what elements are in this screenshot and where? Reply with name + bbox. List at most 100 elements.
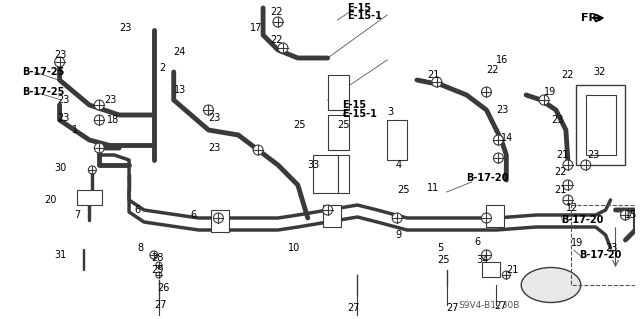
Text: 33: 33 — [308, 160, 320, 170]
Circle shape — [273, 17, 283, 27]
Text: 23: 23 — [54, 50, 67, 60]
Text: 3: 3 — [387, 107, 394, 117]
Text: 31: 31 — [54, 250, 67, 260]
Text: 27: 27 — [348, 303, 360, 313]
Circle shape — [493, 153, 503, 163]
Text: E-15-1: E-15-1 — [348, 11, 382, 21]
Text: 21: 21 — [427, 70, 439, 80]
Text: 4: 4 — [395, 160, 401, 170]
Text: 23: 23 — [551, 115, 563, 125]
Bar — [211, 210, 229, 232]
Text: FR.: FR. — [580, 13, 601, 23]
Text: 17: 17 — [250, 23, 262, 33]
Circle shape — [94, 100, 104, 110]
Text: 23: 23 — [209, 113, 221, 123]
Text: 9: 9 — [395, 230, 401, 240]
Circle shape — [88, 166, 96, 174]
Text: 6: 6 — [191, 210, 196, 220]
Circle shape — [539, 95, 549, 105]
Circle shape — [323, 205, 333, 215]
Text: 14: 14 — [501, 133, 514, 143]
Text: E-15: E-15 — [348, 3, 372, 13]
Text: 11: 11 — [427, 183, 439, 193]
Circle shape — [481, 87, 492, 97]
Text: 20: 20 — [45, 195, 57, 205]
Circle shape — [94, 115, 104, 125]
Bar — [77, 190, 102, 205]
Circle shape — [54, 57, 65, 67]
Text: 30: 30 — [54, 163, 67, 173]
Text: 2: 2 — [159, 63, 165, 73]
Text: B-17-25: B-17-25 — [22, 87, 64, 97]
Text: 25: 25 — [437, 255, 449, 265]
Circle shape — [563, 160, 573, 170]
Circle shape — [156, 262, 162, 268]
Text: 10: 10 — [288, 243, 300, 253]
Circle shape — [432, 77, 442, 87]
Ellipse shape — [521, 268, 580, 302]
Text: 19: 19 — [544, 87, 556, 97]
Circle shape — [278, 43, 288, 53]
Circle shape — [481, 250, 492, 260]
Text: 22: 22 — [554, 167, 566, 177]
Text: 21: 21 — [556, 150, 568, 160]
Circle shape — [94, 143, 104, 153]
Text: 7: 7 — [74, 210, 81, 220]
Text: 23: 23 — [58, 95, 70, 105]
Text: 16: 16 — [497, 55, 509, 65]
Text: 22: 22 — [270, 7, 282, 17]
Circle shape — [481, 213, 492, 223]
Bar — [328, 75, 349, 110]
Circle shape — [563, 180, 573, 190]
Bar — [486, 205, 504, 227]
Text: 6: 6 — [474, 237, 481, 247]
Text: 13: 13 — [173, 85, 186, 95]
Bar — [323, 205, 340, 227]
Circle shape — [392, 213, 402, 223]
Circle shape — [580, 160, 591, 170]
Circle shape — [214, 213, 223, 223]
Circle shape — [204, 105, 214, 115]
Text: B-17-20: B-17-20 — [561, 215, 604, 225]
Text: 27: 27 — [447, 303, 460, 313]
Bar — [576, 85, 625, 165]
Circle shape — [493, 135, 503, 145]
Bar — [313, 155, 337, 193]
Text: 27: 27 — [495, 301, 507, 311]
Bar — [483, 262, 500, 277]
Text: 25: 25 — [293, 120, 305, 130]
Text: 34: 34 — [477, 255, 489, 265]
Circle shape — [563, 195, 573, 205]
Text: 29: 29 — [151, 265, 163, 275]
Circle shape — [156, 272, 162, 278]
Text: 15: 15 — [625, 210, 638, 220]
Circle shape — [502, 271, 510, 279]
Text: 12: 12 — [566, 203, 579, 213]
Bar — [328, 115, 349, 150]
Text: 8: 8 — [137, 243, 143, 253]
Text: 32: 32 — [594, 67, 606, 77]
Text: E-15-1: E-15-1 — [342, 109, 378, 119]
Text: B-17-25: B-17-25 — [22, 67, 64, 77]
Text: 23: 23 — [209, 143, 221, 153]
Text: 24: 24 — [173, 47, 186, 57]
Text: 23: 23 — [58, 113, 70, 123]
Text: 22: 22 — [270, 35, 282, 45]
Circle shape — [150, 251, 158, 259]
Text: 5: 5 — [437, 243, 443, 253]
Text: 19: 19 — [571, 238, 583, 248]
Text: 23: 23 — [588, 150, 600, 160]
Text: E-15: E-15 — [342, 100, 367, 110]
Text: S9V4-B1730B: S9V4-B1730B — [459, 300, 520, 309]
Text: 21: 21 — [554, 185, 566, 195]
Text: 23: 23 — [497, 105, 509, 115]
Text: 22: 22 — [561, 70, 573, 80]
Text: 26: 26 — [157, 283, 169, 293]
Bar — [337, 155, 349, 193]
Text: 23: 23 — [104, 95, 116, 105]
Text: 23: 23 — [119, 23, 131, 33]
Text: 1: 1 — [72, 125, 77, 135]
Text: 18: 18 — [108, 115, 120, 125]
Text: 23: 23 — [605, 243, 618, 253]
Bar — [586, 95, 616, 155]
